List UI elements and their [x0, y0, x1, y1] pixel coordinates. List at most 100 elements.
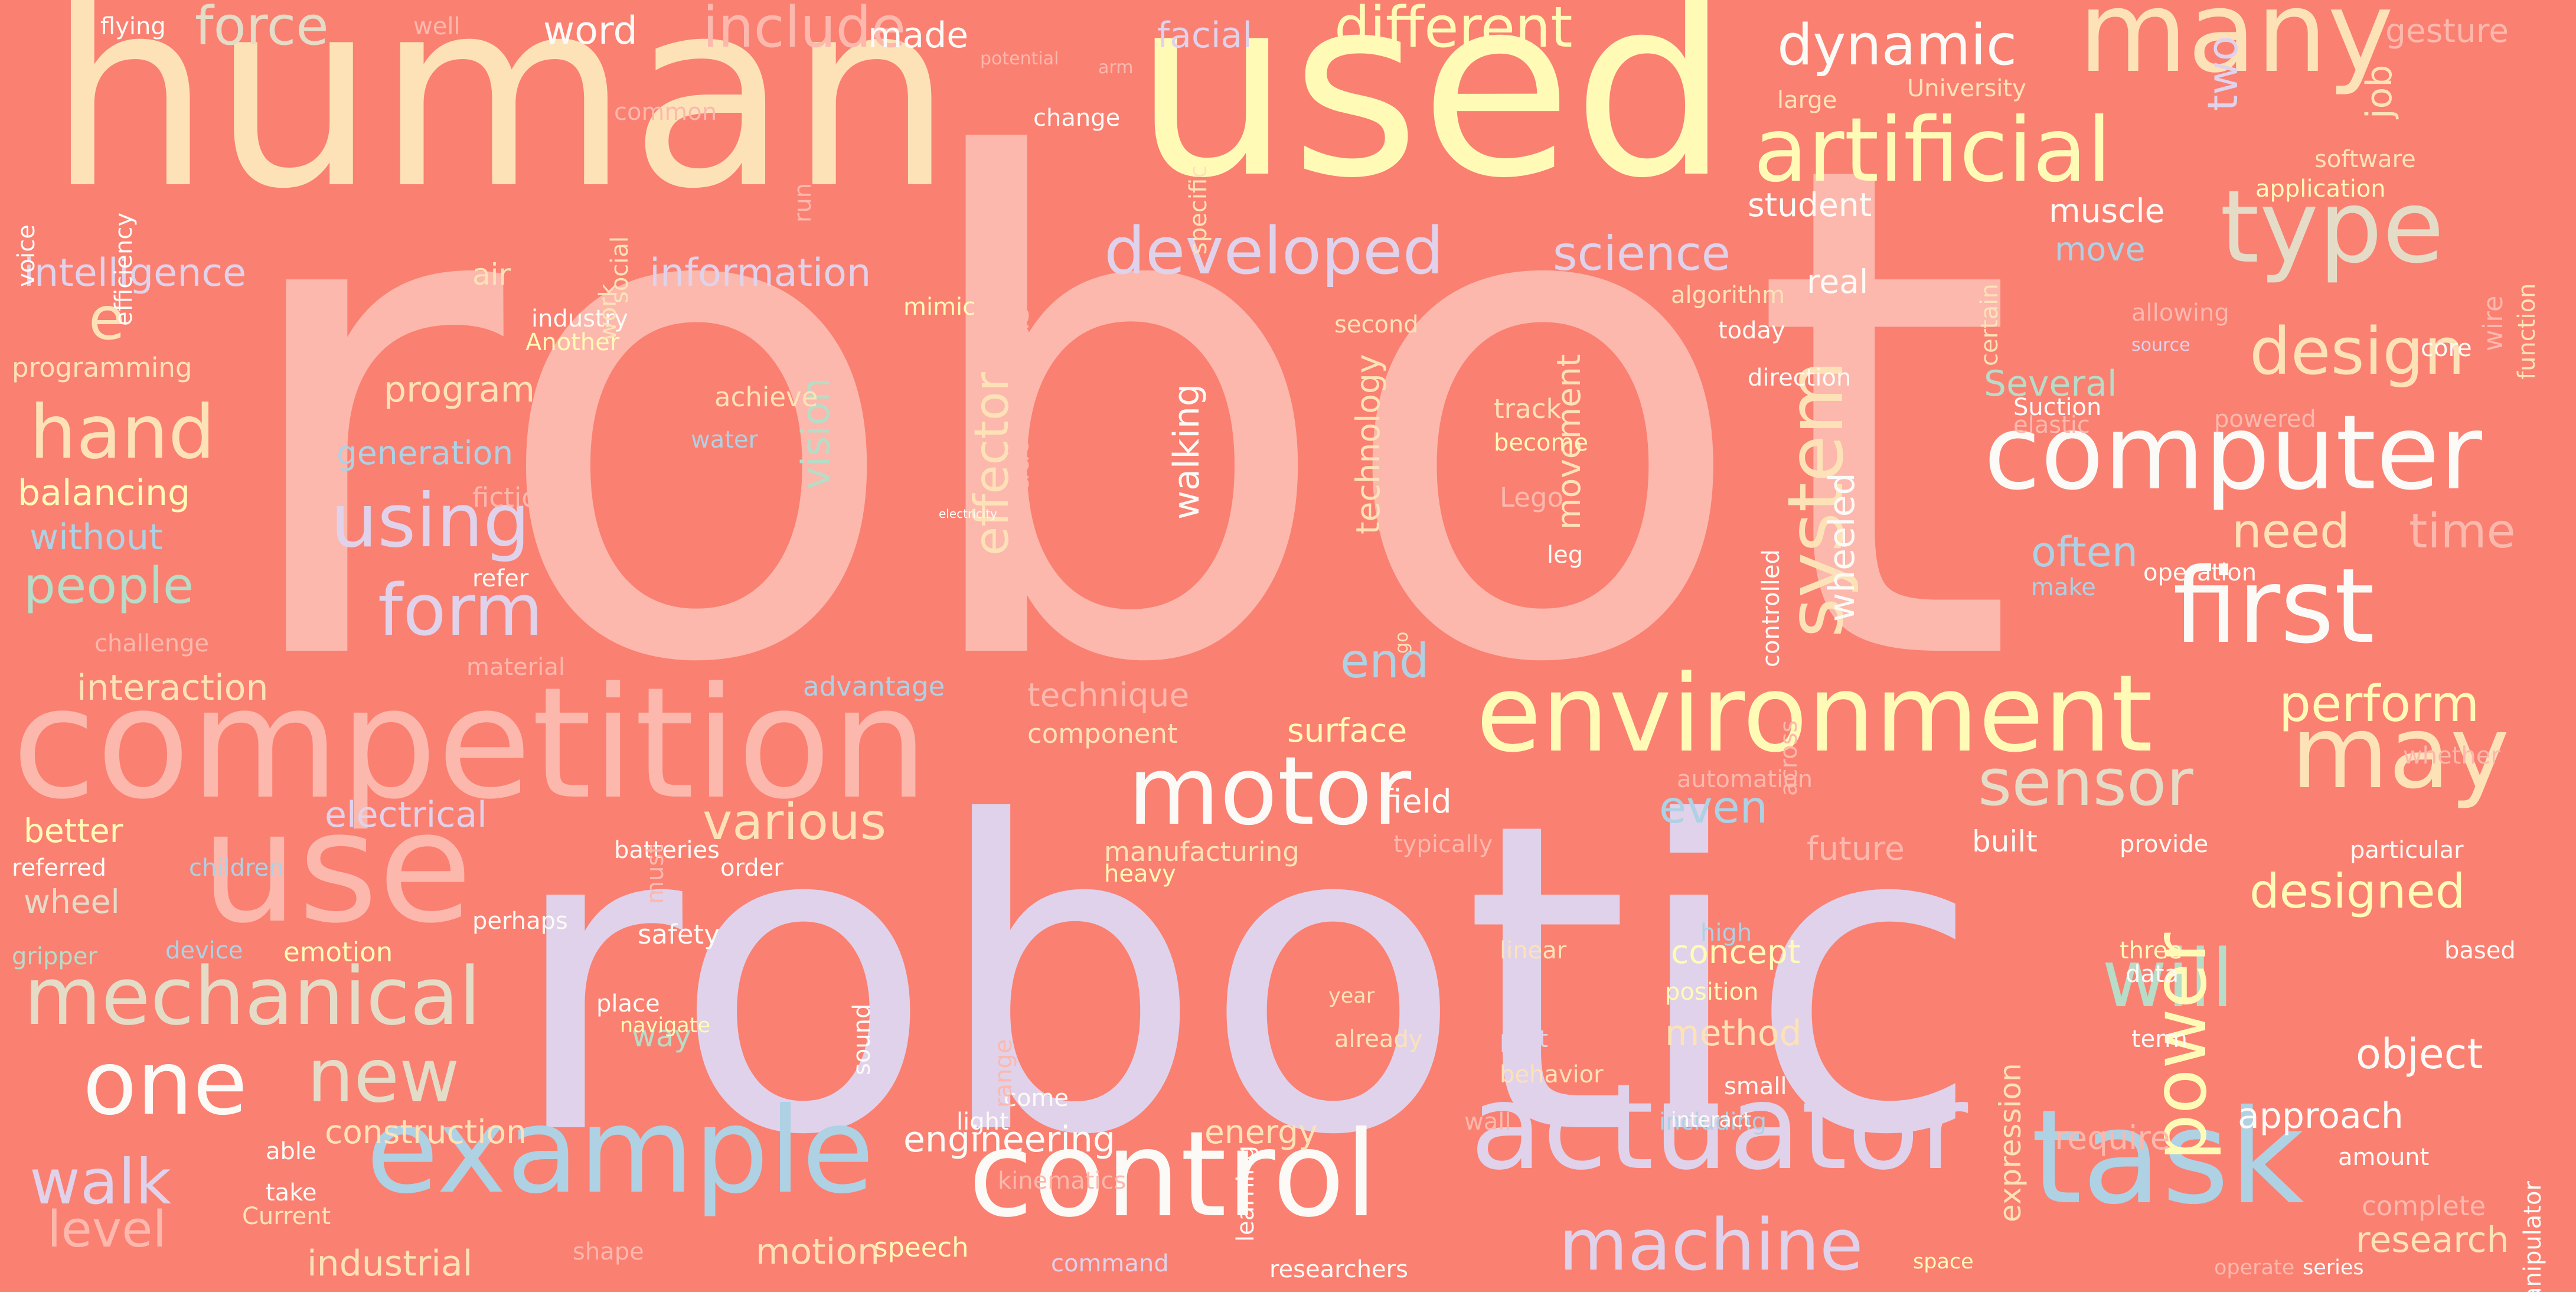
word-must: must — [642, 844, 669, 904]
word-data: data — [2126, 961, 2179, 988]
word-hand: hand — [30, 390, 216, 475]
word-able: able — [266, 1138, 316, 1165]
word-achieve: achieve — [714, 381, 818, 413]
word-machine: machine — [1559, 1205, 1863, 1287]
word-powered: powered — [2214, 406, 2316, 433]
word-sensor: sensor — [1978, 745, 2193, 820]
word-will: will — [2102, 932, 2234, 1025]
word-wire: wire — [2477, 295, 2509, 351]
word-light: light — [956, 1108, 1009, 1136]
word-move: move — [2055, 230, 2146, 268]
word-robotic: robotic — [508, 733, 1982, 1228]
word-form: form — [378, 570, 543, 652]
word-air: air — [472, 257, 511, 292]
word-include: include — [703, 0, 906, 60]
word-certain: certain — [1976, 283, 2003, 366]
word-typically: typically — [1393, 831, 1493, 858]
word-university: University — [1907, 75, 2026, 102]
word-first: first — [2173, 547, 2375, 667]
word-wheel: wheel — [24, 883, 120, 921]
word-automation: automation — [1677, 766, 1813, 793]
word-place: place — [596, 990, 660, 1017]
word-wheeled: wheeled — [1821, 472, 1863, 622]
word-series: series — [2303, 1256, 2364, 1280]
word-flying: flying — [100, 13, 166, 40]
word-core: core — [2421, 335, 2472, 362]
word-industry: industry — [531, 305, 628, 332]
word-autonomous: autonomous — [1001, 307, 1036, 491]
word-manufacturing: manufacturing — [1104, 836, 1300, 867]
word-force: force — [195, 0, 329, 57]
word-information: information — [649, 251, 871, 295]
word-type: type — [2220, 169, 2444, 286]
word-come: come — [1004, 1085, 1069, 1112]
word-software: software — [2314, 146, 2416, 173]
word-expression: expression — [1993, 1063, 2028, 1222]
word-gesture: gesture — [2385, 12, 2509, 50]
word-industrial: industrial — [307, 1243, 473, 1284]
word-energy: energy — [1204, 1113, 1318, 1151]
word-real: real — [1807, 263, 1869, 301]
word-part: part — [1500, 1026, 1549, 1053]
word-provide: provide — [2120, 831, 2209, 858]
word-operate: operate — [2214, 1256, 2295, 1280]
word-technique: technique — [1027, 676, 1190, 714]
word-control: control — [968, 1106, 1378, 1244]
word-researchers: researchers — [1269, 1256, 1408, 1283]
word-programming: programming — [12, 352, 192, 383]
word-perhaps: perhaps — [472, 908, 568, 935]
word-make: make — [2031, 574, 2096, 601]
word-refer: refer — [472, 565, 529, 592]
word-several: Several — [1984, 363, 2117, 404]
word-artificial: artificial — [1754, 99, 2112, 202]
word-safety: safety — [638, 919, 720, 950]
word-three: three — [2120, 937, 2182, 964]
word-take: take — [266, 1179, 317, 1206]
word-sound: sound — [848, 1003, 876, 1075]
word-complete: complete — [2362, 1190, 2486, 1222]
word-speech: speech — [874, 1232, 969, 1263]
word-component: component — [1027, 718, 1178, 749]
word-made: made — [868, 15, 969, 56]
word-engineering: engineering — [903, 1119, 1116, 1160]
word-human: human — [47, 0, 954, 246]
word-challenge: challenge — [94, 630, 210, 657]
word-function: function — [2513, 283, 2541, 380]
word-research: research — [2356, 1219, 2509, 1261]
word-referred: referred — [12, 854, 107, 882]
word-go: go — [1392, 631, 1412, 654]
word-gripper: gripper — [12, 943, 97, 970]
word-advantage: advantage — [803, 671, 945, 702]
word-current: Current — [242, 1203, 331, 1230]
word-source: source — [2131, 335, 2190, 355]
word-perform: perform — [2279, 675, 2480, 733]
word-future: future — [1807, 830, 1905, 867]
word-lego: Lego — [1500, 482, 1564, 513]
word-common: common — [614, 99, 717, 126]
word-without: without — [30, 517, 163, 558]
word-developed: developed — [1104, 213, 1444, 289]
word-efficiency: efficiency — [110, 212, 138, 326]
word-already: already — [1334, 1026, 1423, 1053]
word-particular: particular — [2350, 837, 2464, 864]
word-balancing: balancing — [18, 472, 191, 514]
word-one: one — [83, 1032, 248, 1135]
word-behavior: behavior — [1500, 1061, 1604, 1088]
word-navigate: navigate — [620, 1014, 710, 1037]
word-elastic: elastic — [2013, 412, 2090, 439]
word-term: term — [2131, 1026, 2188, 1053]
word-command: command — [1051, 1250, 1169, 1277]
word-mechanical: mechanical — [24, 950, 481, 1043]
word-voice: voice — [13, 224, 40, 287]
word-whether: whether — [2403, 742, 2500, 769]
word-task: task — [2031, 1082, 2305, 1233]
word-high: high — [1700, 919, 1752, 947]
word-walk: walk — [30, 1146, 172, 1218]
word-better: better — [24, 812, 123, 850]
word-application: application — [2255, 175, 2386, 203]
word-controlled: controlled — [1758, 549, 1785, 667]
word-generation: generation — [337, 434, 514, 472]
word-computer: computer — [1984, 393, 2482, 513]
word-facial: facial — [1157, 15, 1252, 56]
word-well: well — [413, 13, 461, 40]
